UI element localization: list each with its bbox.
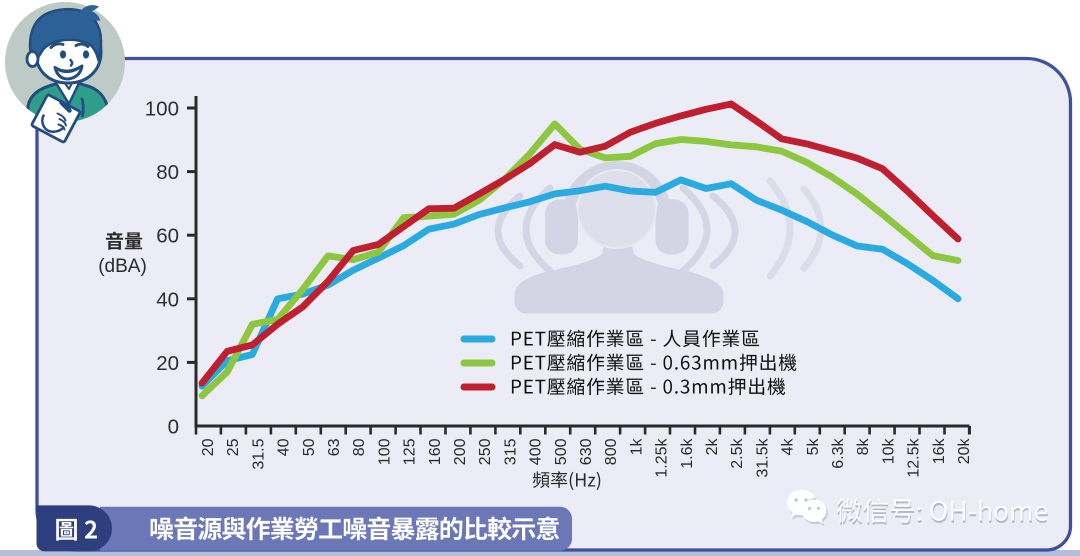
svg-text:31.5k: 31.5k	[754, 438, 771, 478]
svg-text:31.5: 31.5	[250, 438, 267, 469]
svg-text:12.5k: 12.5k	[906, 438, 923, 478]
svg-text:0: 0	[168, 416, 179, 439]
svg-text:160: 160	[427, 438, 444, 465]
svg-text:250: 250	[477, 438, 494, 465]
svg-text:20: 20	[156, 352, 179, 375]
svg-text:6.3k: 6.3k	[830, 438, 847, 469]
svg-text:(dBA): (dBA)	[98, 256, 147, 277]
svg-text:315: 315	[502, 438, 519, 465]
svg-text:10k: 10k	[880, 438, 897, 465]
svg-text:20k: 20k	[956, 438, 973, 465]
svg-text:1.25k: 1.25k	[654, 438, 671, 478]
svg-text:100: 100	[145, 98, 179, 121]
svg-text:630: 630	[578, 438, 595, 465]
svg-text:8k: 8k	[855, 438, 872, 456]
svg-text:4k: 4k	[780, 438, 797, 456]
svg-text:25: 25	[225, 438, 242, 456]
svg-text:200: 200	[452, 438, 469, 465]
svg-text:80: 80	[351, 438, 368, 456]
svg-text:5k: 5k	[805, 438, 822, 456]
svg-text:2k: 2k	[704, 438, 721, 456]
svg-text:20: 20	[200, 438, 217, 456]
svg-text:40: 40	[276, 438, 293, 456]
svg-text:60: 60	[156, 225, 179, 248]
svg-text:63: 63	[326, 438, 343, 456]
svg-text:125: 125	[402, 438, 419, 465]
svg-text:100: 100	[376, 438, 393, 465]
svg-text:16k: 16k	[931, 438, 948, 465]
svg-text:2.5k: 2.5k	[729, 438, 746, 469]
svg-text:400: 400	[528, 438, 545, 465]
svg-text:80: 80	[156, 161, 179, 184]
svg-text:800: 800	[603, 438, 620, 465]
svg-text:1.6k: 1.6k	[679, 438, 696, 469]
svg-text:1k: 1k	[628, 438, 645, 456]
svg-text:500: 500	[553, 438, 570, 465]
svg-text:50: 50	[301, 438, 318, 456]
svg-text:40: 40	[156, 288, 179, 311]
